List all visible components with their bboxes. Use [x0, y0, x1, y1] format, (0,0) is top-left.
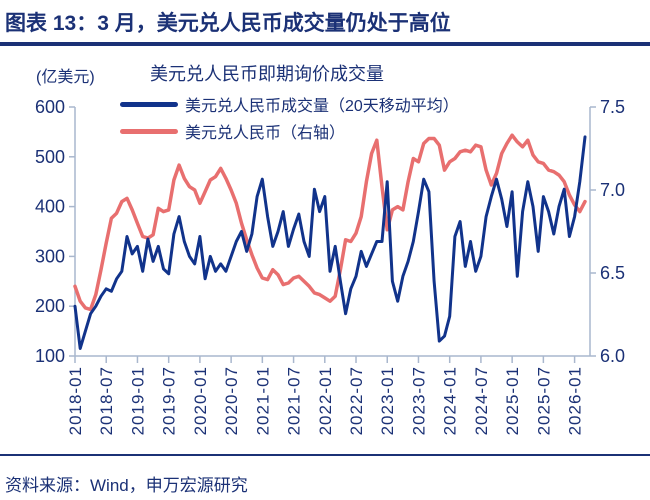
- volume-line-swatch: [120, 101, 178, 107]
- footer-rule: [0, 454, 650, 456]
- x-axis-tick-label: 2019-01: [128, 366, 147, 435]
- x-axis-tick-label: 2020-01: [191, 366, 210, 435]
- x-axis-tick-label: 2023-07: [409, 366, 428, 435]
- x-axis-tick-label: 2022-07: [347, 366, 366, 435]
- x-axis-tick-label: 2018-07: [97, 366, 116, 435]
- x-axis-tick-label: 2025-01: [503, 366, 522, 435]
- chart-title: 美元兑人民币即期询价成交量: [150, 64, 384, 84]
- left-axis-tick-label: 100: [35, 346, 65, 366]
- left-axis-tick-label: 400: [35, 197, 65, 217]
- x-axis-tick-label: 2021-01: [253, 366, 272, 435]
- legend-item-volume: 美元兑人民币成交量（20天移动平均）: [120, 93, 459, 115]
- right-axis-tick-label: 7.0: [600, 180, 625, 200]
- legend: 美元兑人民币成交量（20天移动平均） 美元兑人民币（右轴）: [120, 93, 459, 142]
- x-axis-tick-label: 2022-01: [316, 366, 335, 435]
- x-axis-tick-label: 2019-07: [160, 366, 179, 435]
- left-axis-tick-label: 300: [35, 246, 65, 266]
- x-axis-tick-label: 2018-01: [66, 366, 85, 435]
- x-axis-tick-label: 2023-01: [378, 366, 397, 435]
- volume-line: [73, 135, 587, 350]
- volume-legend-label: 美元兑人民币成交量（20天移动平均）: [185, 98, 459, 115]
- figure-title: 图表 13：3 月，美元兑人民币成交量仍处于高位: [5, 12, 451, 35]
- x-axis-tick-label: 2020-07: [222, 366, 241, 435]
- usdcny-line-swatch: [120, 128, 178, 134]
- legend-item-usdcny: 美元兑人民币（右轴）: [120, 120, 459, 142]
- right-axis-tick-label: 7.5: [600, 97, 625, 117]
- chart-plot: 600 500 400 300 200 100 7.5 7.0 6.5 6.0 2018-01 201…: [35, 97, 625, 435]
- x-axis-tick-label: 2026-01: [566, 366, 585, 435]
- axis-unit-label: (亿美元): [36, 69, 95, 86]
- right-axis-tick-label: 6.5: [600, 263, 625, 283]
- left-axis-tick-label: 600: [35, 97, 65, 117]
- x-axis-tick-label: 2024-07: [472, 366, 491, 435]
- x-axis-tick-label: 2021-07: [285, 366, 304, 435]
- x-axis-tick-label: 2024-01: [441, 366, 460, 435]
- usdcny-legend-label: 美元兑人民币（右轴）: [185, 125, 346, 142]
- right-axis-tick-label: 6.0: [600, 346, 625, 366]
- title-underline: [0, 42, 650, 46]
- usdcny-line: [73, 133, 587, 312]
- x-axis-tick-label: 2025-07: [534, 366, 553, 435]
- left-axis-tick-label: 500: [35, 147, 65, 167]
- left-axis-tick-label: 200: [35, 296, 65, 316]
- source-text: 资料来源：Wind，申万宏源研究: [5, 476, 248, 495]
